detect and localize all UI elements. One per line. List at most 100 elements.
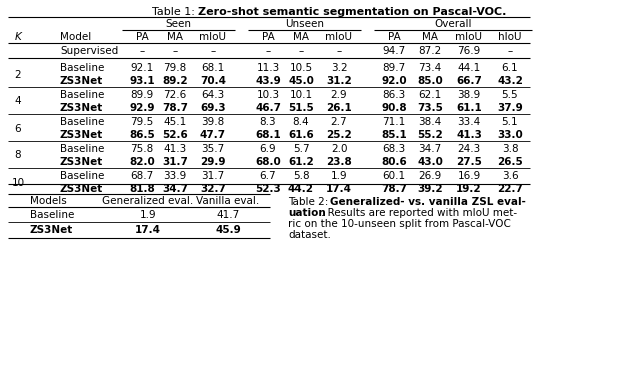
Text: 46.7: 46.7 (255, 103, 281, 113)
Text: 76.9: 76.9 (458, 46, 481, 56)
Text: 70.4: 70.4 (200, 76, 226, 86)
Text: MA: MA (293, 32, 309, 42)
Text: 41.3: 41.3 (163, 144, 187, 154)
Text: 3.6: 3.6 (502, 171, 518, 181)
Text: 79.8: 79.8 (163, 63, 187, 73)
Text: –: – (172, 46, 178, 56)
Text: 85.1: 85.1 (381, 130, 407, 140)
Text: mIoU: mIoU (326, 32, 353, 42)
Text: 43.0: 43.0 (417, 157, 443, 167)
Text: 33.9: 33.9 (163, 171, 187, 181)
Text: Vanilla eval.: Vanilla eval. (196, 196, 260, 206)
Text: 86.5: 86.5 (129, 130, 155, 140)
Text: 61.6: 61.6 (288, 130, 314, 140)
Text: 31.7: 31.7 (202, 171, 225, 181)
Text: 90.8: 90.8 (381, 103, 407, 113)
Text: 81.8: 81.8 (129, 184, 155, 194)
Text: 41.3: 41.3 (456, 130, 482, 140)
Text: 37.9: 37.9 (497, 103, 523, 113)
Text: hIoU: hIoU (499, 32, 522, 42)
Text: 8: 8 (15, 150, 21, 160)
Text: ZS3Net: ZS3Net (60, 103, 103, 113)
Text: 60.1: 60.1 (383, 171, 406, 181)
Text: MA: MA (422, 32, 438, 42)
Text: 41.7: 41.7 (216, 210, 239, 220)
Text: 2: 2 (15, 70, 21, 79)
Text: 10.3: 10.3 (257, 90, 280, 100)
Text: 5.1: 5.1 (502, 117, 518, 127)
Text: 87.2: 87.2 (419, 46, 442, 56)
Text: 82.0: 82.0 (129, 157, 155, 167)
Text: –: – (508, 46, 513, 56)
Text: 85.0: 85.0 (417, 76, 443, 86)
Text: 86.3: 86.3 (382, 90, 406, 100)
Text: 5.7: 5.7 (292, 144, 309, 154)
Text: 6: 6 (15, 124, 21, 133)
Text: 80.6: 80.6 (381, 157, 407, 167)
Text: 25.2: 25.2 (326, 130, 352, 140)
Text: 51.5: 51.5 (288, 103, 314, 113)
Text: 94.7: 94.7 (382, 46, 406, 56)
Text: 3.2: 3.2 (331, 63, 348, 73)
Text: Overall: Overall (435, 19, 472, 29)
Text: 52.6: 52.6 (162, 130, 188, 140)
Text: 1.9: 1.9 (331, 171, 348, 181)
Text: 52.3: 52.3 (255, 184, 281, 194)
Text: Baseline: Baseline (60, 171, 104, 181)
Text: 6.1: 6.1 (502, 63, 518, 73)
Text: 34.7: 34.7 (162, 184, 188, 194)
Text: 5.5: 5.5 (502, 90, 518, 100)
Text: –: – (298, 46, 303, 56)
Text: 23.8: 23.8 (326, 157, 352, 167)
Text: 10: 10 (12, 177, 24, 187)
Text: 17.4: 17.4 (135, 225, 161, 235)
Text: 26.5: 26.5 (497, 157, 523, 167)
Text: ZS3Net: ZS3Net (60, 157, 103, 167)
Text: mIoU: mIoU (200, 32, 227, 42)
Text: Unseen: Unseen (285, 19, 324, 29)
Text: Generalized eval.: Generalized eval. (102, 196, 194, 206)
Text: 6.7: 6.7 (260, 171, 276, 181)
Text: 45.1: 45.1 (163, 117, 187, 127)
Text: 92.1: 92.1 (131, 63, 154, 73)
Text: 39.8: 39.8 (202, 117, 225, 127)
Text: 10.5: 10.5 (289, 63, 312, 73)
Text: Baseline: Baseline (60, 90, 104, 100)
Text: 11.3: 11.3 (257, 63, 280, 73)
Text: 33.4: 33.4 (458, 117, 481, 127)
Text: 68.7: 68.7 (131, 171, 154, 181)
Text: 38.9: 38.9 (458, 90, 481, 100)
Text: 68.3: 68.3 (382, 144, 406, 154)
Text: 92.9: 92.9 (129, 103, 155, 113)
Text: –: – (266, 46, 271, 56)
Text: 92.0: 92.0 (381, 76, 407, 86)
Text: 55.2: 55.2 (417, 130, 443, 140)
Text: mIoU: mIoU (456, 32, 483, 42)
Text: 3.8: 3.8 (502, 144, 518, 154)
Text: Table 1:: Table 1: (152, 7, 198, 17)
Text: 4: 4 (15, 97, 21, 106)
Text: Baseline: Baseline (60, 144, 104, 154)
Text: Zero-shot semantic segmentation on Pascal-VOC.: Zero-shot semantic segmentation on Pasca… (198, 7, 506, 17)
Text: Baseline: Baseline (30, 210, 74, 220)
Text: 68.1: 68.1 (255, 130, 281, 140)
Text: –: – (140, 46, 145, 56)
Text: 89.2: 89.2 (162, 76, 188, 86)
Text: ZS3Net: ZS3Net (30, 225, 73, 235)
Text: 29.9: 29.9 (200, 157, 226, 167)
Text: 16.9: 16.9 (458, 171, 481, 181)
Text: 44.1: 44.1 (458, 63, 481, 73)
Text: 33.0: 33.0 (497, 130, 523, 140)
Text: PA: PA (136, 32, 148, 42)
Text: K: K (15, 32, 21, 42)
Text: 93.1: 93.1 (129, 76, 155, 86)
Text: 73.5: 73.5 (417, 103, 443, 113)
Text: 73.4: 73.4 (419, 63, 442, 73)
Text: 43.9: 43.9 (255, 76, 281, 86)
Text: ZS3Net: ZS3Net (60, 130, 103, 140)
Text: 75.8: 75.8 (131, 144, 154, 154)
Text: ZS3Net: ZS3Net (60, 184, 103, 194)
Text: 35.7: 35.7 (202, 144, 225, 154)
Text: 1.9: 1.9 (140, 210, 156, 220)
Text: 45.0: 45.0 (288, 76, 314, 86)
